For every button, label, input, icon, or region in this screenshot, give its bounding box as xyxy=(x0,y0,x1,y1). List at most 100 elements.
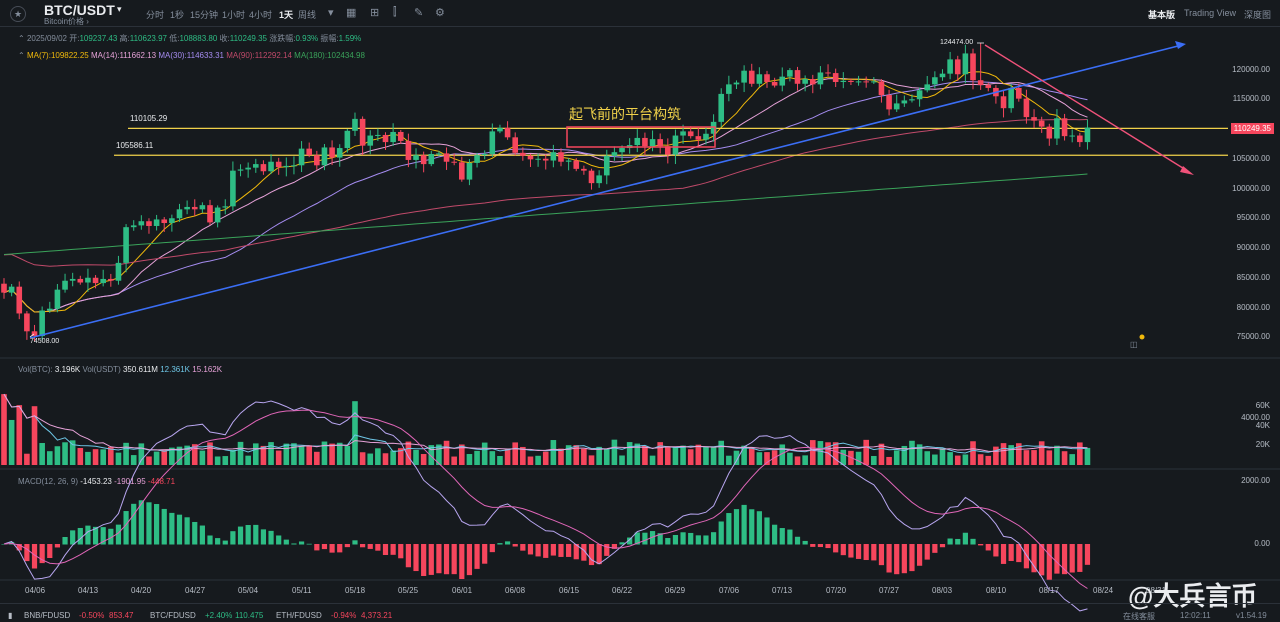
volume-bar xyxy=(1031,450,1037,465)
volume-bar xyxy=(31,406,38,465)
candle-body xyxy=(588,170,595,184)
volume-bar xyxy=(161,449,168,465)
macd-dea-line xyxy=(3,409,1088,589)
macd-histogram-bar xyxy=(115,524,122,545)
ma180-label: MA(180): xyxy=(294,51,328,60)
candle-body xyxy=(779,76,786,86)
close-label: 收: xyxy=(219,34,230,43)
volume-bar xyxy=(901,445,908,465)
volume-bar xyxy=(46,451,53,465)
macd-info: MACD(12, 26, 9) -1453.23 -1901.95 -448.7… xyxy=(18,477,175,486)
indicator-icon[interactable]: ▦ xyxy=(346,7,357,19)
macd-histogram-bar xyxy=(1031,544,1037,573)
chart-type-icon[interactable]: ⊞ xyxy=(370,7,380,19)
timeframe-tab[interactable]: 周线 xyxy=(298,10,317,20)
ma180-line xyxy=(3,173,1088,255)
candle-body xyxy=(62,280,68,290)
macd-histogram-bar xyxy=(123,511,129,545)
timeframe-tab[interactable]: 1小时 xyxy=(222,10,246,20)
macd-histogram-bar xyxy=(367,544,373,549)
macd-histogram-bar xyxy=(680,532,686,545)
view-tab[interactable]: Trading View xyxy=(1184,8,1237,18)
volume-bar xyxy=(184,445,190,465)
symbol-title[interactable]: BTC/USDT xyxy=(44,2,115,18)
candles-icon[interactable]: ⫿ xyxy=(393,6,397,18)
candle-body xyxy=(153,219,160,226)
macd-histogram-bar xyxy=(657,533,663,545)
macd-histogram-bar xyxy=(184,517,190,545)
timeframe-tab[interactable]: 1秒 xyxy=(170,10,185,20)
chevron-down-icon[interactable]: ▾ xyxy=(328,7,334,19)
settings-icon[interactable]: ⚙ xyxy=(435,7,445,19)
candle-body xyxy=(825,72,831,74)
volume-bar xyxy=(405,441,412,465)
timeframe-tab[interactable]: 15分钟 xyxy=(190,10,219,20)
candle-body xyxy=(680,131,686,136)
volume-bar xyxy=(840,449,847,465)
candle-body xyxy=(46,308,53,311)
draw-icon[interactable]: ✎ xyxy=(414,7,424,19)
volume-bar xyxy=(336,442,343,465)
candle-body xyxy=(413,155,419,160)
candle-body xyxy=(741,70,747,83)
macd-histogram-bar xyxy=(1016,544,1022,563)
timeframe-tab[interactable]: 分时 xyxy=(146,10,165,20)
volume-bar xyxy=(764,452,770,465)
candle-body xyxy=(565,160,572,162)
candle-body xyxy=(970,53,976,81)
macd-histogram-bar xyxy=(848,544,854,558)
ticker-symbol[interactable]: ETH/FDUSD xyxy=(276,611,322,620)
favorite-star-icon[interactable]: ★ xyxy=(10,6,26,22)
date-tick-label: 08/10 xyxy=(986,586,1007,595)
volume-bar xyxy=(634,443,641,465)
level-label-upper: 110105.29 xyxy=(130,114,168,123)
ohlc-date: 2025/09/02 xyxy=(26,34,67,43)
macd-histogram-bar xyxy=(863,544,869,561)
volume-bar xyxy=(871,455,877,465)
date-tick-label: 06/22 xyxy=(612,586,633,595)
volume-bar xyxy=(344,445,351,465)
chevron-up-icon[interactable]: ⌃ xyxy=(18,34,25,43)
vol-btc: 3.196K xyxy=(54,365,81,374)
chevron-up-icon[interactable]: ⌃ xyxy=(18,51,25,60)
candle-body xyxy=(596,175,602,184)
vol-btc-label: Vol(BTC): xyxy=(18,365,53,374)
timeframe-tab[interactable]: 1天 xyxy=(279,10,294,20)
candle-body xyxy=(787,70,793,77)
ohlc-info-bar: ⌃ 2025/09/02 开:109237.43 高:110623.97 低:1… xyxy=(18,33,361,44)
candle-body xyxy=(69,278,76,281)
macd-histogram-bar xyxy=(581,544,587,561)
macd-histogram-bar xyxy=(672,534,679,545)
symbol-subtitle[interactable]: Bitcoin价格 › xyxy=(44,17,89,26)
macd-histogram-bar xyxy=(787,529,793,545)
macd-histogram-bar xyxy=(634,532,640,545)
candle-body xyxy=(16,286,23,314)
view-tab[interactable]: 基本版 xyxy=(1148,10,1176,20)
candle-body xyxy=(390,131,396,143)
customer-service-link[interactable]: 在线客服 xyxy=(1123,612,1155,621)
candle-body xyxy=(550,152,557,161)
close-value: 110249.35 xyxy=(229,34,267,43)
candle-body xyxy=(329,147,335,158)
ticker-symbol[interactable]: BNB/FDUSD xyxy=(24,611,71,620)
symbol-dropdown-icon[interactable]: ▾ xyxy=(117,4,122,14)
candle-body xyxy=(298,148,305,166)
candle-body xyxy=(222,206,229,208)
volume-bar xyxy=(115,452,122,465)
volume-ma5-line xyxy=(3,393,1088,454)
ticker-symbol[interactable]: BTC/FDUSD xyxy=(150,611,196,620)
uptrend-arrowhead xyxy=(1175,41,1186,49)
alert-icon[interactable]: ◫ xyxy=(1130,340,1138,349)
macd-value: -1453.23 xyxy=(80,477,112,486)
date-tick-label: 04/06 xyxy=(25,586,46,595)
view-tab[interactable]: 深度图 xyxy=(1244,10,1272,20)
change-value: 0.93% xyxy=(295,34,319,43)
macd-histogram-bar xyxy=(550,544,556,556)
volume-bar xyxy=(92,449,99,465)
volume-bar xyxy=(542,451,549,465)
volume-bar xyxy=(359,452,366,465)
macd-histogram-bar xyxy=(451,544,457,575)
timeframe-tab[interactable]: 4小时 xyxy=(249,10,273,20)
candle-body xyxy=(138,221,145,226)
